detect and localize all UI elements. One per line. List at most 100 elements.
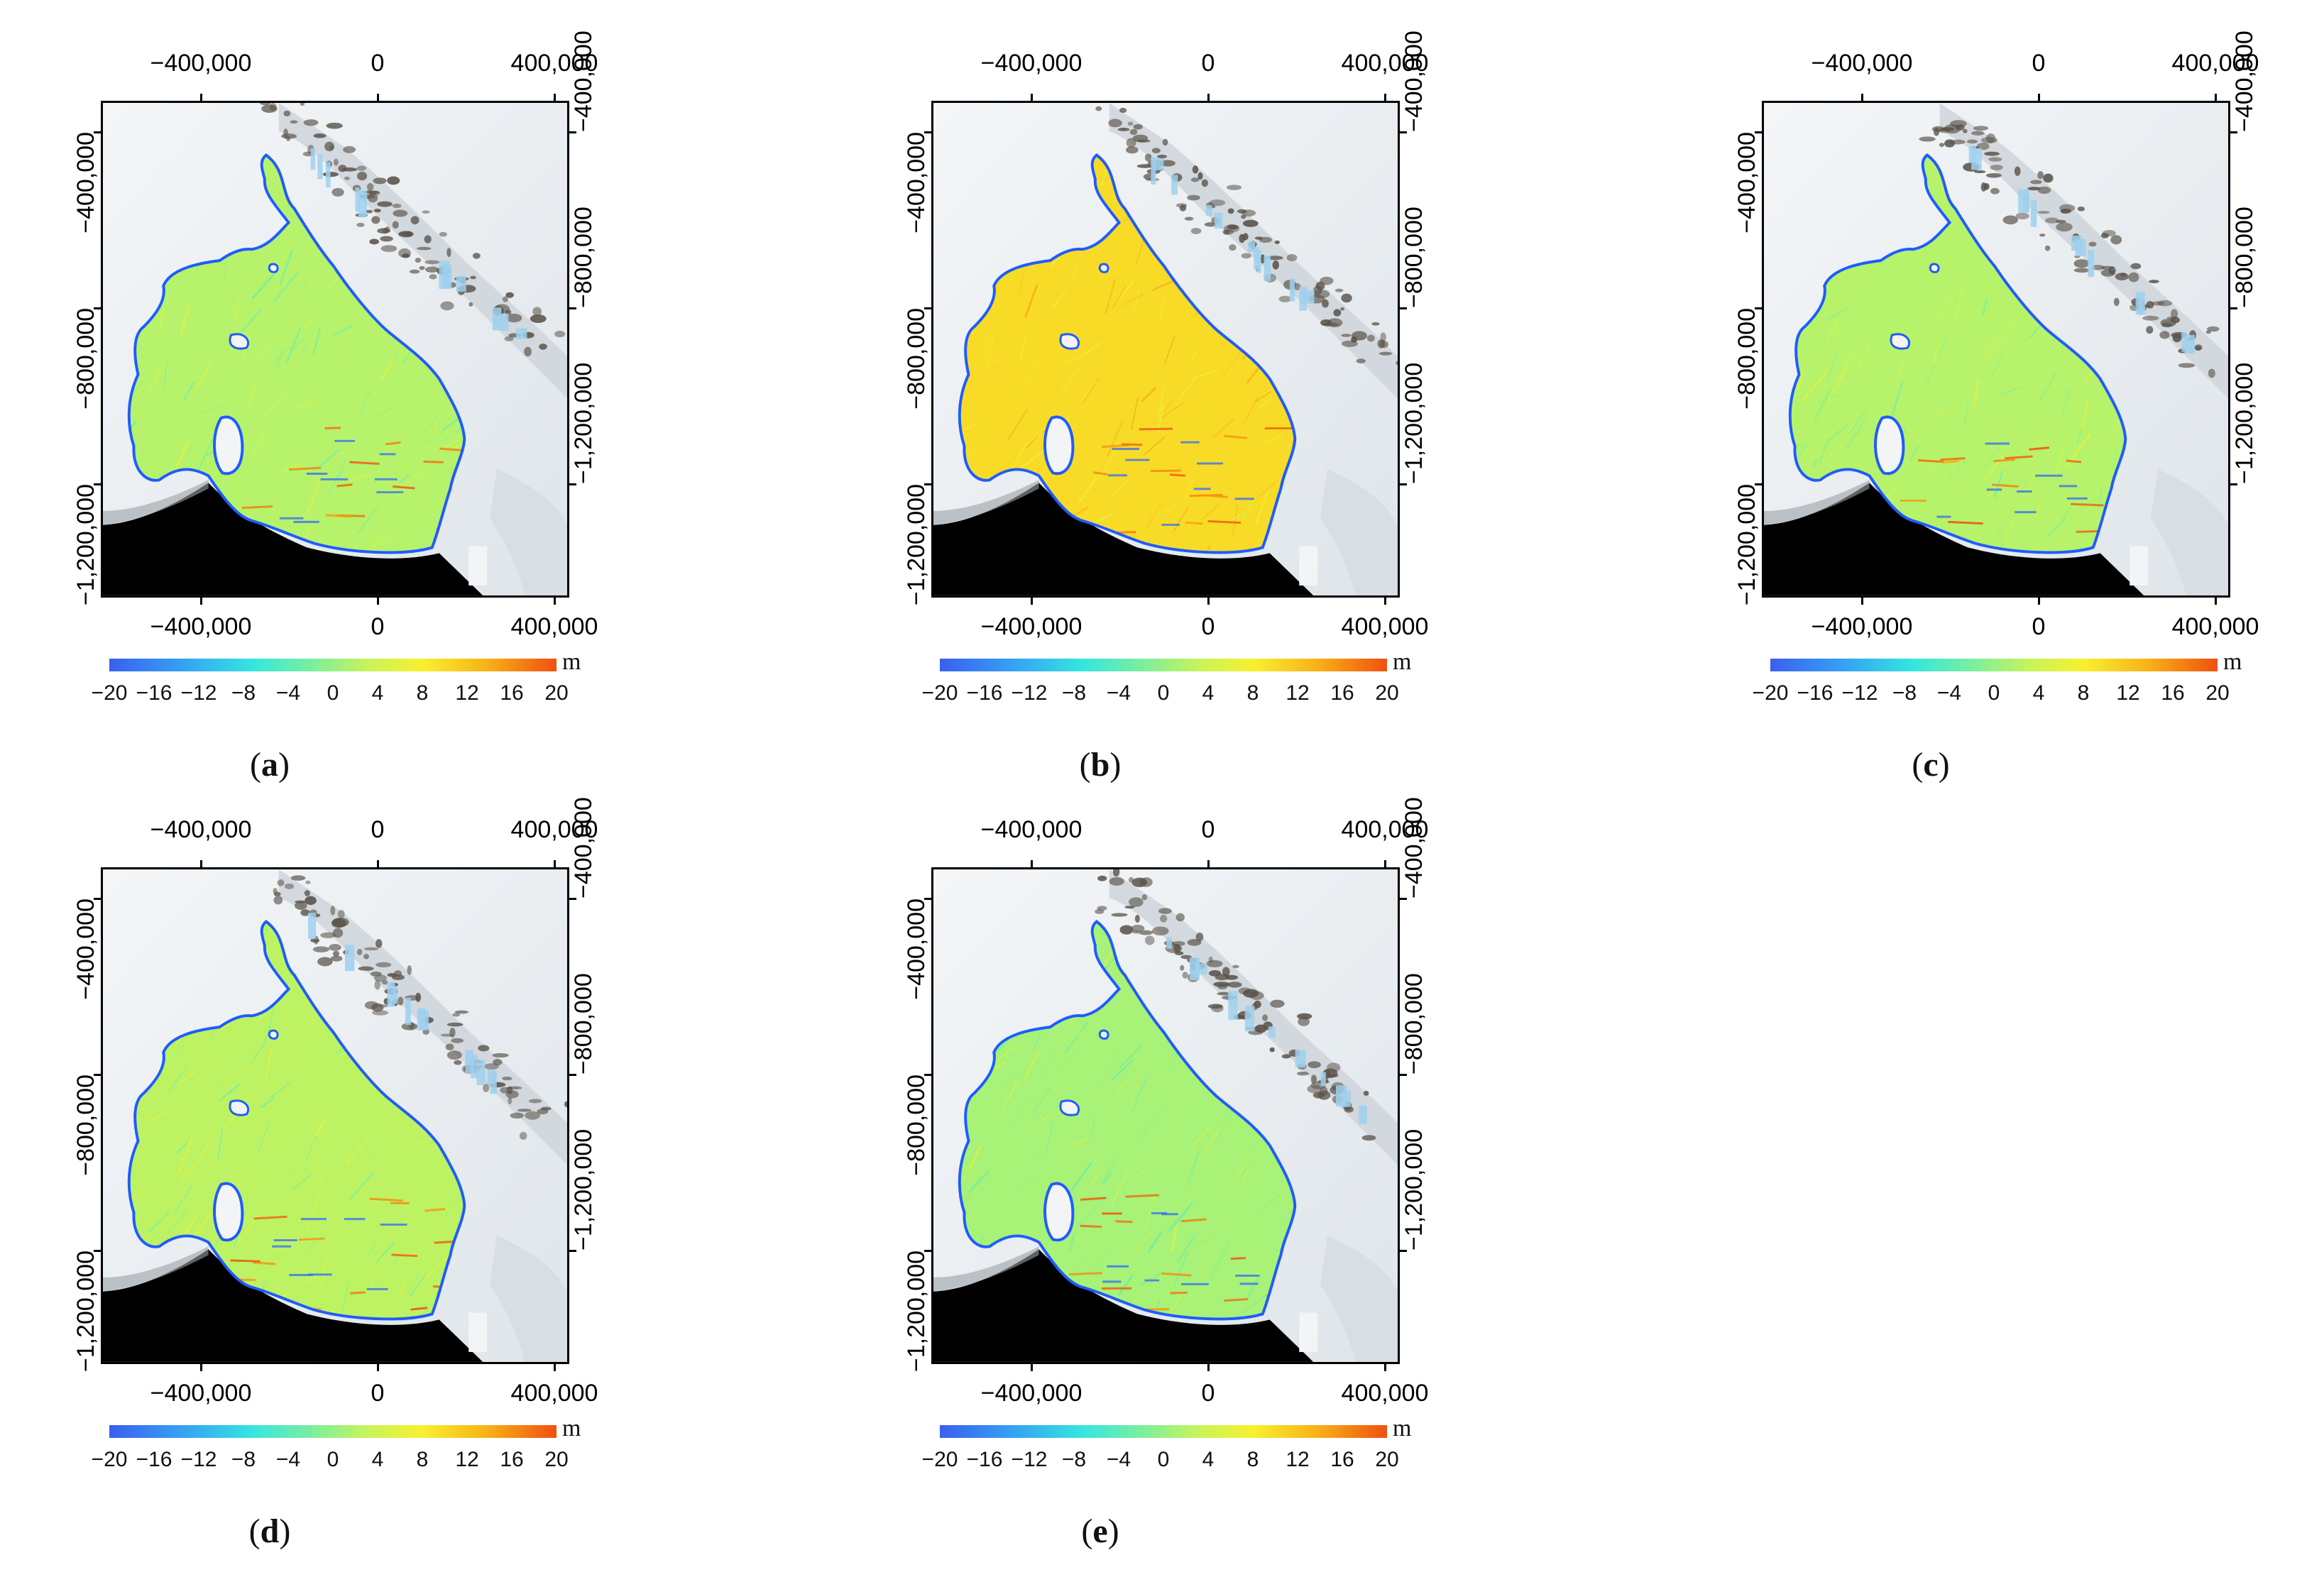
panel-label-letter: d xyxy=(260,1512,280,1550)
x-tick-label-bottom: 0 xyxy=(2032,613,2046,640)
map-frame xyxy=(931,101,1400,598)
y-tick-label-right: −400,000 xyxy=(1401,31,1427,132)
ocean xyxy=(103,483,483,595)
y-tick-label-right: −800,000 xyxy=(570,207,597,308)
x-tick-label-top: 0 xyxy=(371,50,385,77)
map-panel-a: −400,000 −400,000 0 0 400,000 400,000 −400,000… xyxy=(0,0,598,784)
colorbar xyxy=(1770,659,2218,671)
x-tick-label-bottom: 0 xyxy=(1201,613,1215,640)
panel-label-close: ) xyxy=(1107,1512,1119,1550)
y-tick-mark xyxy=(569,1250,576,1252)
x-tick-label-bottom: −400,000 xyxy=(1811,613,1913,640)
y-tick-mark xyxy=(569,483,576,485)
y-tick-label-right: −1,200,000 xyxy=(1401,1128,1427,1251)
x-tick-mark xyxy=(377,94,379,101)
colorbar-tick-label: 8 xyxy=(416,681,429,705)
colorbar-tick-label: −12 xyxy=(1011,1448,1048,1471)
x-tick-label-top: 400,000 xyxy=(2171,50,2259,77)
x-tick-mark xyxy=(1384,860,1386,867)
x-tick-mark xyxy=(377,860,379,867)
y-tick-label-left: −400,000 xyxy=(1733,132,1760,233)
colorbar-tick-label: 0 xyxy=(1157,681,1170,705)
colorbar xyxy=(940,659,1387,671)
y-tick-mark xyxy=(94,307,101,309)
colorbar-tick-label: −4 xyxy=(275,1448,301,1471)
x-tick-label-bottom: 400,000 xyxy=(1341,613,1429,640)
colorbar xyxy=(109,659,557,671)
panel-label-letter: a xyxy=(261,746,278,784)
colorbar-tick-label: 0 xyxy=(1157,1448,1170,1471)
panel-label-open: ( xyxy=(250,746,261,784)
y-tick-mark xyxy=(2230,131,2237,133)
elevation-difference-map xyxy=(933,869,1398,1362)
y-tick-mark xyxy=(569,1074,576,1076)
colorbar-tick-label: −8 xyxy=(1892,681,1917,705)
x-tick-mark xyxy=(554,1364,556,1371)
x-tick-mark xyxy=(554,94,556,101)
y-tick-label-left: −400,000 xyxy=(72,899,99,1000)
x-tick-label-bottom: −400,000 xyxy=(150,1380,252,1407)
colorbar xyxy=(940,1425,1387,1438)
colorbar-tick-label: −12 xyxy=(180,681,217,705)
x-tick-label-bottom: 400,000 xyxy=(510,613,598,640)
x-tick-mark xyxy=(1384,598,1386,605)
elevation-difference-map xyxy=(103,869,567,1362)
colorbar-tick-label: 16 xyxy=(2161,681,2185,705)
x-tick-mark xyxy=(2038,598,2040,605)
colorbar-tick-label: 4 xyxy=(1202,681,1215,705)
panel-label: (e) xyxy=(1081,1512,1119,1551)
x-tick-label-bottom: −400,000 xyxy=(980,613,1082,640)
panel-label: (b) xyxy=(1080,745,1122,784)
x-tick-label-top: −400,000 xyxy=(150,50,252,77)
colorbar-tick-label: 0 xyxy=(1988,681,2000,705)
colorbar-tick-label: 0 xyxy=(327,681,339,705)
colorbar-tick-label: −16 xyxy=(966,1448,1003,1471)
panel-label-letter: e xyxy=(1092,1512,1108,1550)
colorbar-tick-label: 20 xyxy=(1375,681,1399,705)
x-tick-label-bottom: 0 xyxy=(371,1380,385,1407)
x-tick-label-bottom: 0 xyxy=(1201,1380,1215,1407)
x-tick-mark xyxy=(1031,860,1033,867)
x-tick-mark xyxy=(200,1364,202,1371)
colorbar-tick-label: 4 xyxy=(1202,1448,1215,1471)
y-tick-label-right: −400,000 xyxy=(570,797,597,899)
x-tick-mark xyxy=(1031,1364,1033,1371)
colorbar-tick-label: 4 xyxy=(371,1448,384,1471)
y-tick-mark xyxy=(569,898,576,900)
x-tick-label-bottom: 0 xyxy=(371,613,385,640)
colorbar-tick-label: −8 xyxy=(231,1448,256,1471)
y-tick-label-left: −400,000 xyxy=(72,132,99,233)
x-tick-label-top: 400,000 xyxy=(510,816,598,843)
colorbar-tick-label: −4 xyxy=(1936,681,1962,705)
x-tick-label-bottom: 400,000 xyxy=(510,1380,598,1407)
panel-label: (d) xyxy=(249,1512,291,1551)
x-tick-mark xyxy=(1207,860,1210,867)
x-tick-mark xyxy=(1861,598,1863,605)
ice-shelf-outline xyxy=(127,153,466,554)
map-frame xyxy=(1762,101,2230,598)
map-frame xyxy=(101,867,569,1364)
colorbar-tick-label: −4 xyxy=(1106,1448,1131,1471)
panel-label-open: ( xyxy=(1912,746,1924,784)
y-tick-label-left: −400,000 xyxy=(903,899,930,1000)
colorbar-tick-label: 8 xyxy=(1246,1448,1259,1471)
y-tick-label-right: −1,200,000 xyxy=(1401,362,1427,484)
colorbar-tick-label: 20 xyxy=(544,681,569,705)
y-tick-mark xyxy=(2230,483,2237,485)
y-tick-label-left: −800,000 xyxy=(72,308,99,410)
rock-outcrops xyxy=(1095,106,1398,366)
y-tick-label-right: −800,000 xyxy=(1401,973,1427,1075)
colorbar-tick-label: −16 xyxy=(1797,681,1834,705)
ice-shelf-outline xyxy=(1788,153,2127,554)
panel-label-close: ) xyxy=(1109,746,1122,784)
colorbar-tick-label: −12 xyxy=(1841,681,1878,705)
colorbar-unit: m xyxy=(1393,1415,1412,1441)
x-tick-label-top: −400,000 xyxy=(1811,50,1913,77)
y-tick-mark xyxy=(924,1250,931,1252)
y-tick-mark xyxy=(1400,131,1407,133)
y-tick-mark xyxy=(94,1074,101,1076)
x-tick-mark xyxy=(377,598,379,605)
y-tick-mark xyxy=(1755,483,1762,485)
y-tick-label-right: −1,200,000 xyxy=(570,362,597,484)
x-tick-label-top: −400,000 xyxy=(980,50,1082,77)
